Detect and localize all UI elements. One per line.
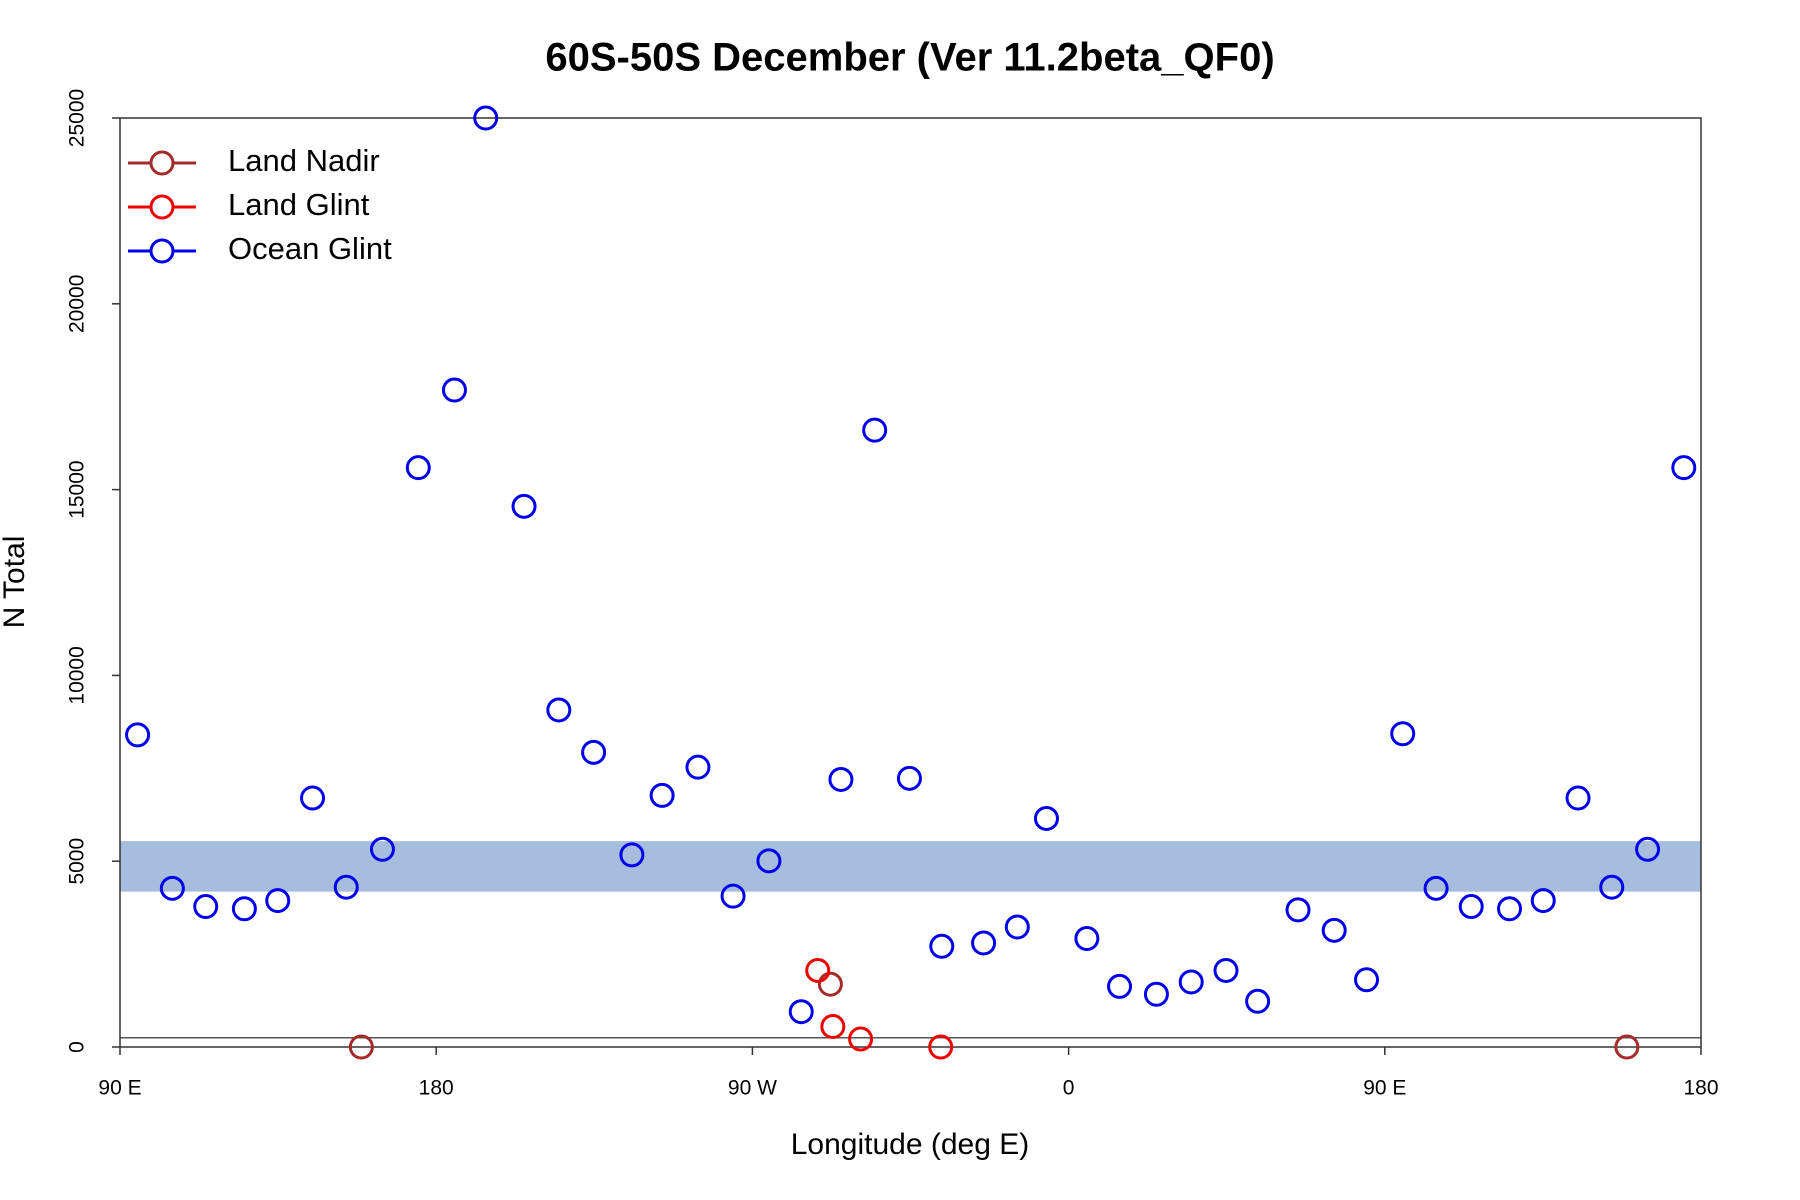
plot-frame: [119, 117, 1702, 1048]
point: [971, 930, 997, 956]
point: [511, 493, 537, 519]
y-tick-label: 5000: [66, 838, 89, 885]
point: [231, 896, 257, 922]
point: [756, 848, 782, 874]
point: [720, 883, 746, 909]
point: [1635, 836, 1661, 862]
point: [1390, 721, 1416, 747]
chart-title: 60S-50S December (Ver 11.2beta_QF0): [545, 36, 1274, 80]
point: [1458, 894, 1484, 920]
point: [649, 782, 675, 808]
point: [1497, 896, 1523, 922]
point: [1614, 1034, 1640, 1060]
y-tick-label: 15000: [66, 460, 89, 518]
point: [1178, 969, 1204, 995]
point: [159, 875, 185, 901]
y-tick-label: 10000: [66, 646, 89, 704]
x-axis-label: Longitude (deg E): [791, 1128, 1030, 1161]
x-tick-label: 90 W: [728, 1077, 777, 1100]
point: [805, 957, 831, 983]
point: [896, 765, 922, 791]
point: [928, 1034, 954, 1060]
point: [1143, 981, 1169, 1007]
x-tick-label: 180: [1683, 1077, 1718, 1100]
y-tick-label: 25000: [66, 89, 89, 147]
point: [1599, 874, 1625, 900]
legend-marker: [149, 194, 175, 220]
point: [441, 377, 467, 403]
point: [405, 455, 431, 481]
point: [619, 842, 645, 868]
x-tick-label: 90 E: [98, 1077, 141, 1100]
point: [1033, 805, 1059, 831]
legend-entry: Land Glint: [128, 187, 370, 222]
point: [125, 722, 151, 748]
legend-entry: Land Nadir: [128, 143, 380, 178]
point: [300, 785, 326, 811]
point: [1213, 957, 1239, 983]
point: [828, 766, 854, 792]
legend-label: Ocean Glint: [228, 231, 392, 266]
point: [817, 971, 843, 997]
legend-marker: [149, 150, 175, 176]
point: [369, 836, 395, 862]
y-tick-label: 20000: [66, 275, 89, 333]
x-tick-label: 0: [1063, 1077, 1075, 1100]
point: [1671, 455, 1697, 481]
point: [193, 894, 219, 920]
point: [1354, 967, 1380, 993]
legend-entry: Ocean Glint: [128, 231, 392, 266]
legend-label: Land Nadir: [228, 143, 380, 178]
point: [1565, 785, 1591, 811]
point: [1245, 988, 1271, 1014]
point: [581, 739, 607, 765]
x-tick-label: 180: [419, 1077, 454, 1100]
point: [848, 1026, 874, 1052]
point: [546, 697, 572, 723]
legend-marker: [149, 238, 175, 264]
point: [1423, 875, 1449, 901]
point: [1074, 925, 1100, 951]
point: [862, 417, 888, 443]
point: [685, 754, 711, 780]
y-axis-label: N Total: [0, 536, 31, 629]
point: [265, 888, 291, 914]
point: [348, 1034, 374, 1060]
point: [820, 1014, 846, 1040]
point: [1004, 914, 1030, 940]
legend-label: Land Glint: [228, 187, 370, 222]
point: [1321, 917, 1347, 943]
x-tick-label: 90 E: [1363, 1077, 1406, 1100]
point: [473, 105, 499, 131]
band: [120, 841, 1701, 892]
point: [788, 999, 814, 1025]
y-tick-label: 0: [66, 1041, 89, 1053]
point: [929, 933, 955, 959]
point: [1530, 888, 1556, 914]
point: [333, 874, 359, 900]
point: [1285, 897, 1311, 923]
point: [1107, 973, 1133, 999]
